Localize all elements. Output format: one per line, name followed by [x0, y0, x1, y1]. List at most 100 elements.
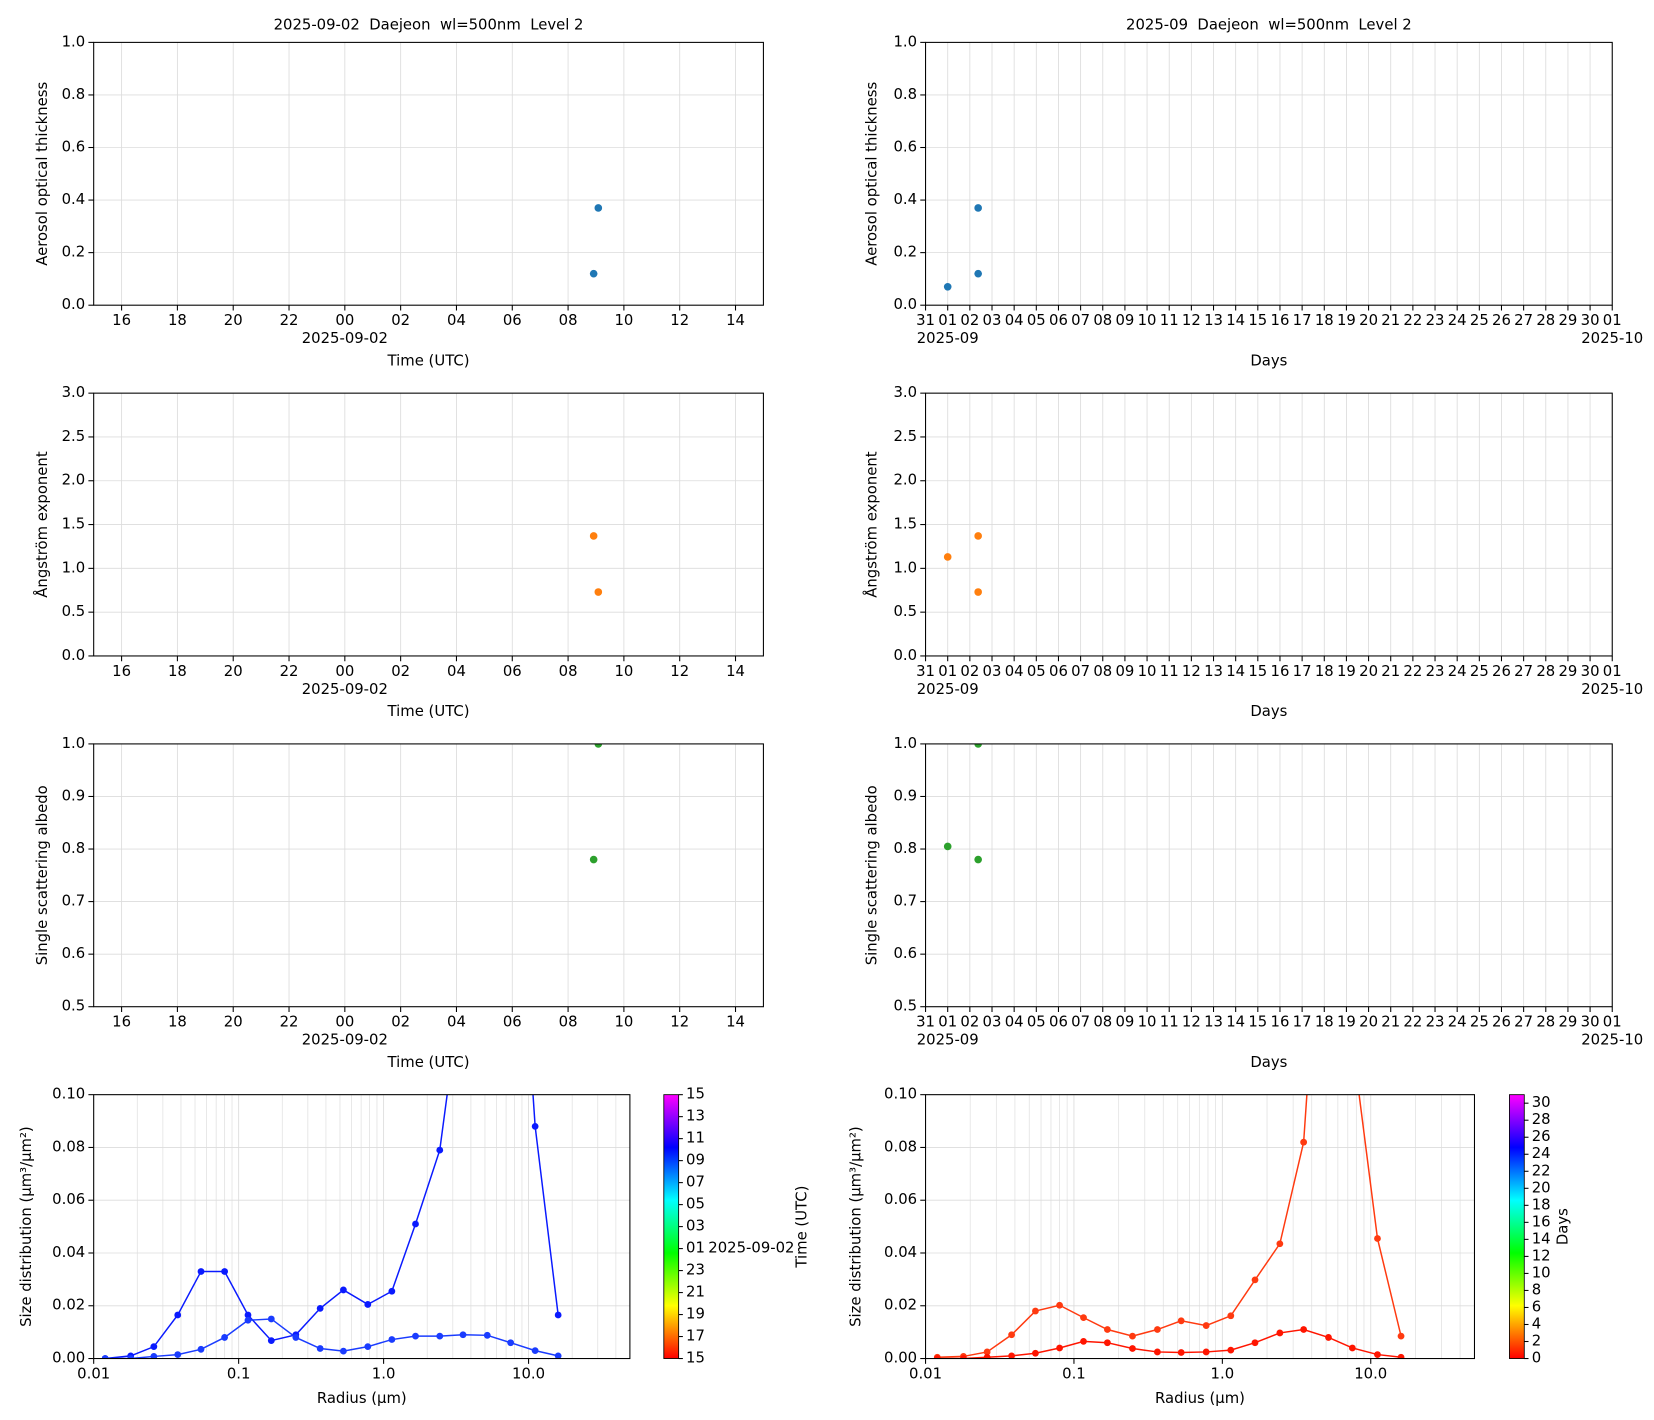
- point: [197, 1268, 205, 1275]
- y-axis-label: Aerosol optical thickness: [34, 82, 51, 266]
- y-tick-label: 1.0: [62, 559, 86, 576]
- x-tick-label: 23: [1426, 663, 1445, 680]
- x-tick-label: 02: [960, 1014, 979, 1031]
- colorbar: [663, 1094, 680, 1359]
- x-tick-label: 15: [1248, 663, 1267, 680]
- y-tick-label: 0.9: [62, 787, 86, 804]
- y-tick-label: 0.8: [893, 86, 917, 103]
- x-tick-label: 22: [1403, 663, 1422, 680]
- point: [1008, 1352, 1015, 1359]
- point: [267, 1337, 275, 1344]
- point: [554, 1311, 562, 1319]
- x-tick-label: 12: [1182, 1014, 1201, 1031]
- x-tick-label: 31: [916, 663, 935, 680]
- x-tick-label: 31: [916, 1014, 935, 1031]
- x-tick-label: 22: [1403, 312, 1422, 329]
- point: [1177, 1349, 1185, 1356]
- colorbar-tick-label: 16: [1532, 1213, 1551, 1230]
- x-tick-label: 0.01: [909, 1365, 942, 1382]
- axes-frame: [925, 743, 1613, 1008]
- y-tick-label: 0.02: [884, 1297, 917, 1314]
- point: [1300, 1138, 1308, 1146]
- x-tick-label: 02: [960, 312, 979, 329]
- point: [316, 1305, 324, 1312]
- y-tick-label: 2.0: [62, 472, 86, 489]
- chart-title: 2025-09 Daejeon wl=500nm Level 2: [1126, 16, 1412, 33]
- y-tick-label: 0.5: [893, 998, 917, 1015]
- plot-area: [589, 204, 603, 278]
- y-tick-label: 0.2: [62, 244, 86, 261]
- colorbar: [1509, 1094, 1525, 1359]
- point: [943, 282, 952, 291]
- x-tick-label: 24: [1448, 1014, 1467, 1031]
- point: [412, 1332, 419, 1340]
- point: [594, 204, 603, 212]
- point: [1103, 1339, 1111, 1347]
- point: [364, 1301, 372, 1308]
- point: [1032, 1307, 1039, 1315]
- point: [983, 1353, 991, 1359]
- y-axis-label: Ångström exponent: [34, 451, 51, 598]
- x-tick-label: 20: [224, 312, 243, 329]
- x-tick-label: 07: [1071, 663, 1090, 680]
- x-tick-label: 05: [1027, 663, 1046, 680]
- x-tick-label: 04: [1005, 1014, 1024, 1031]
- x-tick-label: 30: [1581, 663, 1600, 680]
- y-tick-label: 0.9: [893, 787, 917, 804]
- y-tick-label: 0.04: [884, 1244, 917, 1261]
- x-tick-label: 06: [503, 1014, 522, 1031]
- x-date-label: 2025-10: [1581, 681, 1643, 698]
- colorbar-tick-label: 21: [686, 1284, 705, 1301]
- point: [460, 973, 467, 980]
- colorbar-tick-label: 28: [1532, 1111, 1551, 1128]
- point: [1056, 1344, 1063, 1352]
- point: [364, 1343, 372, 1351]
- colorbar-tick-label: 15: [686, 1350, 705, 1367]
- x-tick-label: 27: [1514, 663, 1533, 680]
- x-tick-label: 12: [670, 312, 689, 329]
- x-axis-label: Time (UTC): [387, 1054, 470, 1071]
- x-tick-label: 15: [1248, 1014, 1267, 1031]
- x-tick-label: 13: [1204, 1014, 1223, 1031]
- y-tick-label: 0.08: [52, 1138, 85, 1155]
- x-axis-label: Days: [1250, 352, 1287, 369]
- point: [1202, 1322, 1210, 1329]
- y-axis-label: Single scattering albedo: [864, 785, 881, 965]
- point: [507, 1339, 515, 1347]
- x-axis-label: Time (UTC): [387, 352, 470, 369]
- x-tick-label: 01: [938, 312, 957, 329]
- point: [983, 1348, 991, 1356]
- point: [267, 1315, 275, 1323]
- x-date-label: 2025-09-02: [302, 1032, 388, 1049]
- x-tick-label: 26: [1492, 1014, 1511, 1031]
- colorbar-tick-label: 15: [686, 1086, 705, 1103]
- x-tick-label: 03: [983, 1014, 1002, 1031]
- x-tick-label: 09: [1115, 663, 1134, 680]
- y-tick-label: 1.0: [893, 33, 917, 50]
- x-tick-label: 03: [983, 312, 1002, 329]
- x-tick-label: 1.0: [372, 1365, 396, 1382]
- x-tick-label: 19: [1337, 312, 1356, 329]
- point: [1325, 775, 1332, 782]
- x-tick-label: 10: [1138, 312, 1157, 329]
- point: [388, 1336, 396, 1343]
- point: [1080, 1314, 1087, 1322]
- x-tick-label: 16: [112, 663, 131, 680]
- x-tick-label: 11: [1160, 312, 1179, 329]
- colorbar-tick-label: 09: [686, 1152, 705, 1169]
- x-tick-label: 17: [1293, 1014, 1312, 1031]
- axes-frame: [93, 743, 764, 1008]
- point: [412, 1220, 419, 1228]
- x-tick-label: 22: [280, 312, 299, 329]
- point: [1397, 1353, 1405, 1359]
- x-tick-label: 04: [1005, 312, 1024, 329]
- x-tick-label: 29: [1558, 312, 1577, 329]
- colorbar-tick-label: 30: [1532, 1094, 1551, 1111]
- point: [484, 695, 491, 702]
- x-tick-label: 29: [1558, 663, 1577, 680]
- plot-area: [101, 695, 562, 1359]
- x-tick-label: 11: [1160, 1014, 1179, 1031]
- point: [1349, 1039, 1356, 1046]
- y-tick-label: 3.0: [893, 384, 917, 401]
- x-tick-label: 28: [1536, 312, 1555, 329]
